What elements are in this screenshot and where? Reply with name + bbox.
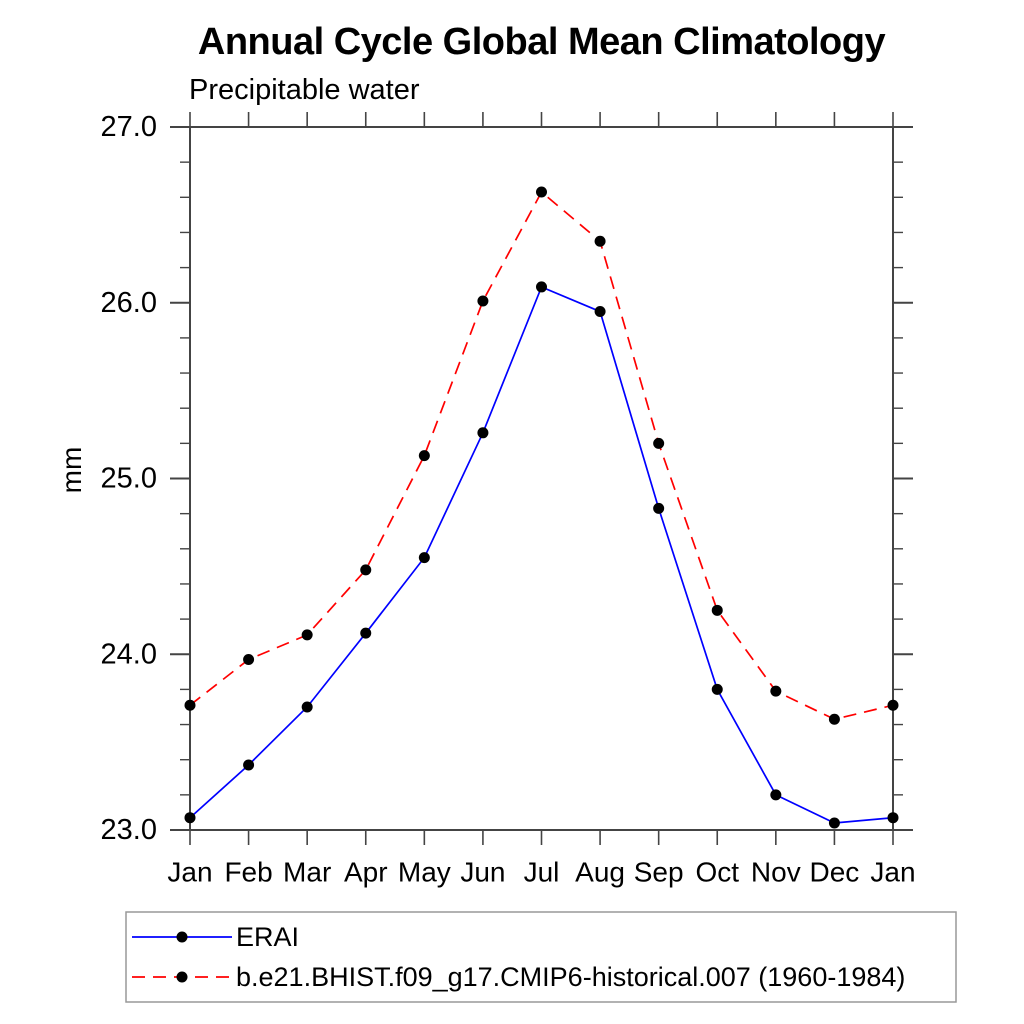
data-point: [536, 186, 547, 198]
data-point: [594, 306, 606, 318]
y-tick-label: 23.0: [101, 814, 157, 846]
y-tick-label: 25.0: [101, 463, 157, 495]
data-point: [536, 281, 547, 293]
legend-marker-0: [176, 931, 188, 943]
y-tick-label: 24.0: [101, 638, 157, 670]
data-point: [243, 759, 255, 771]
x-tick-label: Jan: [870, 857, 915, 888]
data-point: [711, 683, 723, 695]
y-axis-tick-labels: 23.0 24.0 25.0 26.0 27.0: [101, 111, 157, 846]
x-axis-tick-labels: Jan Feb Mar Apr May Jun Jul Aug Sep Oct Nov Dec Jan: [167, 857, 915, 888]
x-tick-label: Sep: [634, 857, 684, 888]
data-point: [243, 654, 255, 666]
legend-label-erai: ERAI: [236, 922, 300, 952]
legend-label-model: b.e21.BHIST.f09_g17.CMIP6-historical.007…: [236, 962, 906, 992]
chart-title: Annual Cycle Global Mean Climatology: [197, 21, 886, 63]
data-point: [653, 502, 665, 514]
series-markers-0: [184, 281, 899, 829]
data-point: [477, 295, 489, 307]
data-point: [711, 604, 723, 616]
x-tick-label: Feb: [224, 857, 272, 888]
data-point: [418, 552, 430, 564]
plot-frame: [189, 126, 894, 831]
x-axis-ticks: [189, 112, 894, 845]
data-point: [418, 450, 430, 462]
y-tick-label: 26.0: [101, 287, 157, 319]
x-tick-label: May: [398, 857, 451, 888]
series-markers-1: [184, 186, 899, 725]
x-tick-label: Nov: [751, 857, 801, 888]
data-point: [828, 713, 840, 725]
data-point: [770, 685, 782, 697]
data-point: [828, 817, 840, 829]
data-point: [653, 437, 665, 449]
data-point: [184, 699, 196, 711]
data-point: [360, 627, 372, 639]
x-tick-label: Mar: [283, 857, 331, 888]
data-point: [477, 427, 489, 439]
data-point: [301, 629, 313, 641]
x-tick-label: Oct: [695, 857, 739, 888]
data-point: [770, 789, 782, 801]
x-tick-label: Apr: [344, 857, 388, 888]
series-line-1: [189, 190, 894, 721]
legend-marker-1: [176, 971, 188, 983]
x-tick-label: Jun: [460, 857, 505, 888]
x-tick-label: Jul: [524, 857, 560, 888]
x-tick-label: Jan: [167, 857, 212, 888]
data-point: [301, 701, 313, 713]
series-line-0: [189, 285, 894, 824]
data-point: [184, 812, 196, 824]
data-point: [594, 235, 606, 247]
data-point: [360, 564, 372, 576]
y-tick-label: 27.0: [101, 111, 157, 143]
x-tick-label: Dec: [810, 857, 860, 888]
chart-subtitle: Precipitable water: [189, 74, 420, 106]
data-point: [887, 812, 899, 824]
x-tick-label: Aug: [575, 857, 625, 888]
y-axis-ticks: [170, 126, 913, 831]
data-point: [887, 699, 899, 711]
legend-box: [125, 911, 957, 1003]
